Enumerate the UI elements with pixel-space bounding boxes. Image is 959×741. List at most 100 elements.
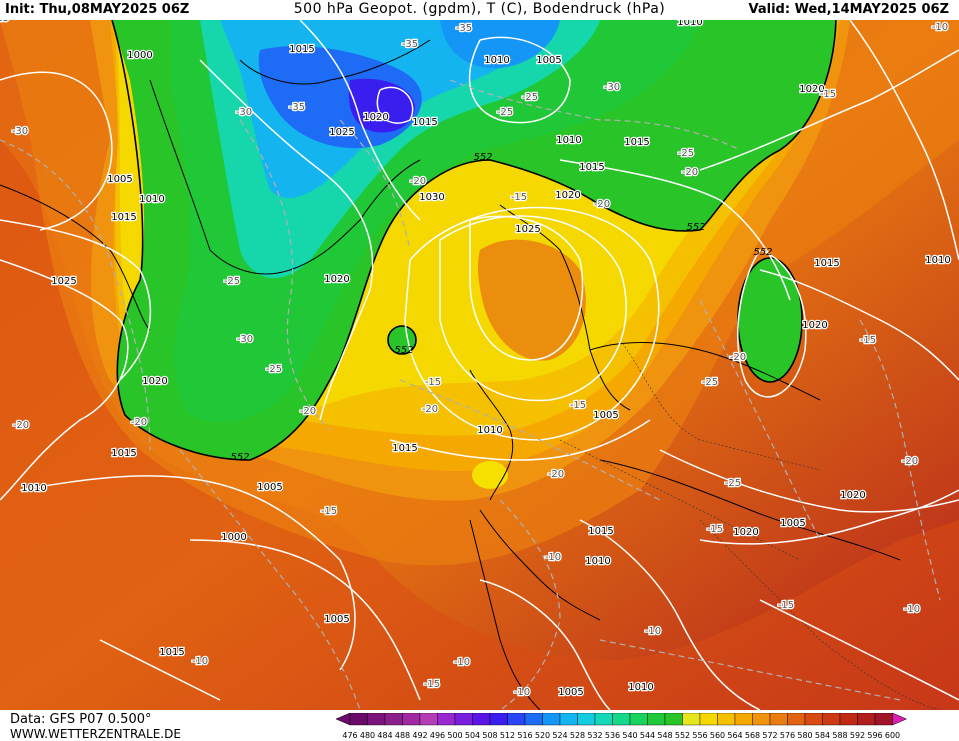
scandinavia-ridge [477,239,586,361]
temperature-label: -25 [725,478,741,489]
colorbar-tick-label: 532 [587,731,602,740]
temperature-label: -20 [548,469,564,480]
temperature-label: -20 [594,199,610,210]
colorbar-tick-label: 552 [675,731,690,740]
temperature-label: -20 [902,456,918,467]
pressure-label: 1020 [799,84,824,95]
valid-time: Valid: Wed,14MAY2025 06Z [748,2,949,17]
colorbar-swatch [402,713,421,726]
colorbar-tick-label: 488 [395,731,410,740]
colorbar-swatch [524,713,543,726]
colorbar-tick-label: 512 [500,731,515,740]
colorbar-tick-label: 592 [850,731,865,740]
pressure-label: 1000 [127,50,152,61]
colorbar-tick-label: 484 [377,731,392,740]
colorbar-swatch [822,713,841,726]
pressure-label: 1005 [780,518,805,529]
colorbar-tick-label: 524 [552,731,567,740]
temperature-label: -15 [860,335,876,346]
data-source: Data: GFS P07 0.500° [10,712,152,727]
temperature-label: -20 [13,420,29,431]
temperature-label: -15 [778,600,794,611]
colorbar-swatch [734,713,753,726]
temperature-label: -30 [237,334,253,345]
band-512 [348,78,415,133]
pressure-label: 1015 [159,647,184,658]
colorbar-tick-label: 496 [430,731,445,740]
temperature-label: -10 [645,626,661,637]
colorbar-tick-label: 480 [360,731,375,740]
pressure-label: 1030 [419,192,444,203]
colorbar-swatch [384,713,403,726]
temperature-label: -35 [402,39,418,50]
colorbar-swatch [874,713,893,726]
pressure-label: 1010 [556,135,581,146]
pressure-label: 1020 [555,190,580,201]
temperature-label: -10 [514,687,530,698]
temperature-label: -15 [425,377,441,388]
temperature-label: -20 [410,176,426,187]
pressure-label: 1015 [624,137,649,148]
colorbar-swatch [647,713,666,726]
weather-map: 1000 1015 1005 1010 1015 1025 1020 1015 1010 1005… [0,20,959,710]
country-borders [559,339,941,710]
temperature-label: -15 [820,89,836,100]
band-572 [0,140,959,710]
colorbar-tick-label: 580 [797,731,812,740]
colorbar-swatch [419,713,438,726]
colorbar-swatch [559,713,578,726]
pressure-label: 1005 [536,55,561,66]
colorbar-tick-label: 536 [605,731,620,740]
temperature-label: -10 [545,552,561,563]
pressure-label: 1020 [324,274,349,285]
height-label: 552 [753,247,772,258]
colorbar-tick-label: 572 [762,731,777,740]
temperature-label: -20 [300,406,316,417]
colorbar-tick-label: 584 [815,731,830,740]
colorbar: 476 480 484 488 492 496 500 504 508 512 516 520 524 5… [335,713,908,740]
colorbar-tick-label: 548 [657,731,672,740]
temperature-label: -25 [702,377,718,388]
pressure-label: 1015 [392,443,417,454]
temperature-label: -30 [236,107,252,118]
temperature-label: -25 [224,276,240,287]
pressure-label: 1015 [289,44,314,55]
colorbar-swatch [349,713,368,726]
colorbar-swatch [699,713,718,726]
temperature-label: -10 [932,22,948,33]
pressure-label: 1025 [51,276,76,287]
colorbar-swatch [682,713,701,726]
colorbar-tick-label: 600 [885,731,900,740]
temperature-label: -15 [424,679,440,690]
temperature-label: -10 [904,604,920,615]
temperature-label: -15 [570,400,586,411]
temperature-label: -30 [12,126,28,137]
temperature-label: -25 [497,107,513,118]
init-time: Init: Thu,08MAY2025 06Z [5,2,190,17]
temperature-label: -15 [321,506,337,517]
height-label: 552 [230,452,249,463]
colorbar-tick-label: 564 [727,731,742,740]
map-title: 500 hPa Geopot. (gpdm), T (C), Bodendruc… [293,1,666,17]
temperature-label: -15 [0,20,9,24]
colorbar-tick-label: 528 [570,731,585,740]
pressure-label: 1015 [111,212,136,223]
pressure-label: 1000 [221,532,246,543]
contour-552-atlantic [387,325,417,355]
colorbar-right-arrow [892,713,908,726]
colorbar-tick-label: 588 [832,731,847,740]
temperature-label: -25 [678,148,694,159]
colorbar-tick-label: 492 [412,731,427,740]
temperature-label: -15 [0,20,9,24]
colorbar-swatch [769,713,788,726]
coastlines [0,39,901,710]
colorbar-swatch [717,713,736,726]
colorbar-swatch [577,713,596,726]
colorbar-tick-label: 516 [517,731,532,740]
colorbar-left-arrow [335,713,351,726]
website-link: WWW.WETTERZENTRALE.DE [10,727,181,741]
colorbar-tick-label: 508 [482,731,497,740]
pressure-label: 1025 [515,224,540,235]
pressure-label: 1015 [111,448,136,459]
colorbar-tick-label: 596 [867,731,882,740]
